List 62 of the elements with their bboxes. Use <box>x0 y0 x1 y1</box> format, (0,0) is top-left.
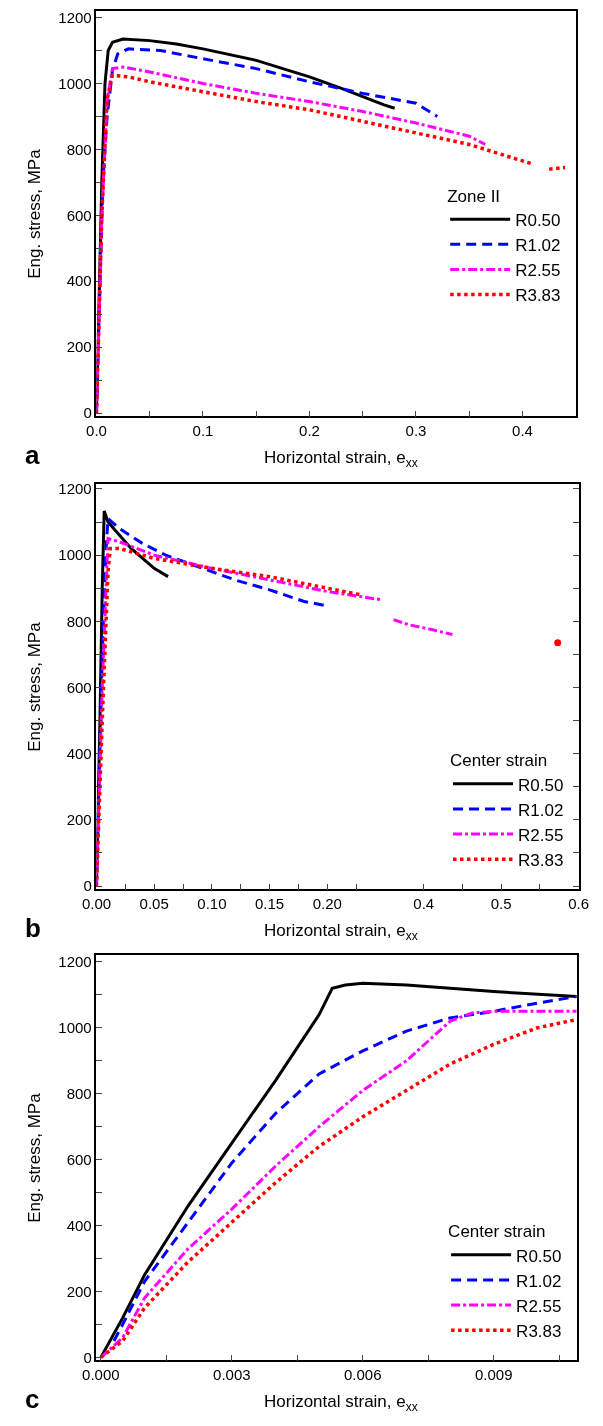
x-tick-label: 0.000 <box>82 1366 120 1384</box>
x-tick-label: 0.0 <box>86 422 107 440</box>
y-tick-label: 200 <box>66 1282 92 1300</box>
text: a <box>25 440 40 470</box>
legend-label: R1.02 <box>515 235 561 255</box>
x-tick-label: 0.05 <box>139 895 169 913</box>
x-tick-label: 0.2 <box>299 422 320 440</box>
y-tick-label: 800 <box>66 1084 92 1102</box>
y-tick-label: 1000 <box>58 74 92 92</box>
x-tick-label: 0.4 <box>413 895 435 913</box>
x-tick-label: 0.006 <box>344 1366 382 1384</box>
x-tick-label: 0.5 <box>490 895 512 913</box>
x-tick-label: 0.4 <box>512 422 533 440</box>
y-tick-label: 800 <box>66 140 92 158</box>
legend-label: R2.55 <box>516 1296 562 1316</box>
x-axis-title: Horizontal strain, e$_{xx}$ <box>264 1392 418 1414</box>
legend-title: Zone II <box>447 186 501 206</box>
x-tick-label: 0.009 <box>474 1366 513 1384</box>
legend-label: R1.02 <box>517 800 564 820</box>
y-tick-label: 200 <box>66 338 92 356</box>
y-axis-title: Eng. stress, MPa <box>25 621 45 752</box>
y-tick-label: 1200 <box>58 480 92 498</box>
y-tick-label: 800 <box>66 612 92 630</box>
x-tick-label: 0.10 <box>197 895 227 913</box>
y-axis-title: Eng. stress, MPa <box>25 1092 45 1223</box>
y-tick-label: 600 <box>66 1150 92 1168</box>
x-tick-label: 0.6 <box>568 895 590 913</box>
y-tick-label: 1200 <box>58 8 92 26</box>
x-axis-title: Horizontal strain, e$_{xx}$ <box>264 921 418 943</box>
text: c <box>25 1384 40 1414</box>
legend-label: R2.55 <box>517 825 564 845</box>
x-tick-label: 0.003 <box>213 1366 251 1384</box>
x-axis-title: Horizontal strain, e$_{xx}$ <box>264 448 418 470</box>
legend-label: R3.83 <box>517 850 564 870</box>
y-tick-label: 0 <box>83 404 92 422</box>
y-axis-title: Eng. stress, MPa <box>25 148 45 279</box>
legend-label: R3.83 <box>516 1321 562 1341</box>
y-tick-label: 0 <box>83 1348 92 1366</box>
x-tick-label: 0.00 <box>81 895 112 913</box>
y-tick-label: 0 <box>83 877 92 895</box>
x-tick-label: 0.20 <box>312 895 342 913</box>
text: b <box>25 913 41 943</box>
legend-title: Center strain <box>448 1222 546 1242</box>
y-tick-label: 400 <box>66 1216 92 1234</box>
legend-label: R1.02 <box>516 1271 562 1291</box>
legend-label: R0.50 <box>517 775 564 795</box>
x-tick-label: 0.1 <box>192 422 214 440</box>
y-tick-label: 1200 <box>58 953 92 971</box>
legend-label: R0.50 <box>516 1246 562 1266</box>
y-tick-label: 600 <box>66 206 92 224</box>
y-tick-label: 600 <box>66 678 92 696</box>
y-tick-label: 400 <box>66 272 92 290</box>
y-tick-label: 1000 <box>58 546 92 564</box>
legend-label: R0.50 <box>515 210 561 230</box>
x-tick-label: 0.3 <box>405 422 427 440</box>
legend-title: Center strain <box>449 751 548 771</box>
y-tick-label: 200 <box>66 811 92 829</box>
x-tick-label: 0.15 <box>254 895 285 913</box>
y-tick-label: 1000 <box>58 1019 92 1037</box>
y-tick-label: 400 <box>66 744 92 762</box>
legend-label: R2.55 <box>515 261 561 281</box>
legend-label: R3.83 <box>515 286 561 306</box>
